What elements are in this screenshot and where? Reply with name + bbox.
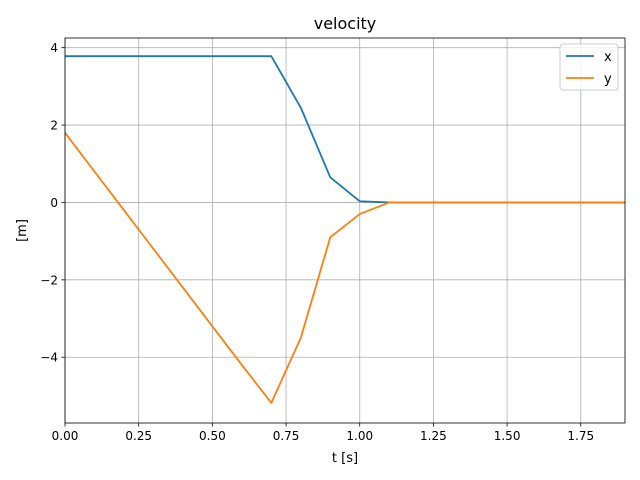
x-tick-label: 1.50 (494, 429, 521, 443)
y-tick-label: −2 (40, 273, 58, 287)
x-tick-label: 0.50 (199, 429, 226, 443)
x-tick-label: 0.00 (52, 429, 79, 443)
legend-label-x: x (604, 50, 612, 65)
x-tick-label: 0.25 (125, 429, 152, 443)
y-tick-label: 4 (50, 41, 58, 55)
legend: x y (559, 43, 619, 91)
x-ticks: 0.00 0.25 0.50 0.75 1.00 1.25 1.50 1.75 (52, 423, 594, 443)
y-ticks: 4 2 0 −2 −4 (40, 41, 65, 365)
series-line-y (64, 132, 625, 404)
legend-label-y: y (604, 72, 612, 87)
x-tick-label: 1.00 (346, 429, 373, 443)
y-tick-label: 0 (50, 196, 58, 210)
chart-title: velocity (314, 14, 377, 33)
x-tick-label: 0.75 (273, 429, 300, 443)
y-tick-label: 2 (50, 119, 58, 133)
series-lines (64, 55, 625, 404)
x-tick-label: 1.75 (567, 429, 594, 443)
x-axis-label: t [s] (332, 451, 358, 466)
plot-area (65, 38, 625, 423)
plot-frame (64, 37, 626, 424)
y-tick-label: −4 (40, 351, 58, 365)
x-tick-label: 1.25 (420, 429, 447, 443)
y-axis-label: [m] (15, 219, 30, 242)
